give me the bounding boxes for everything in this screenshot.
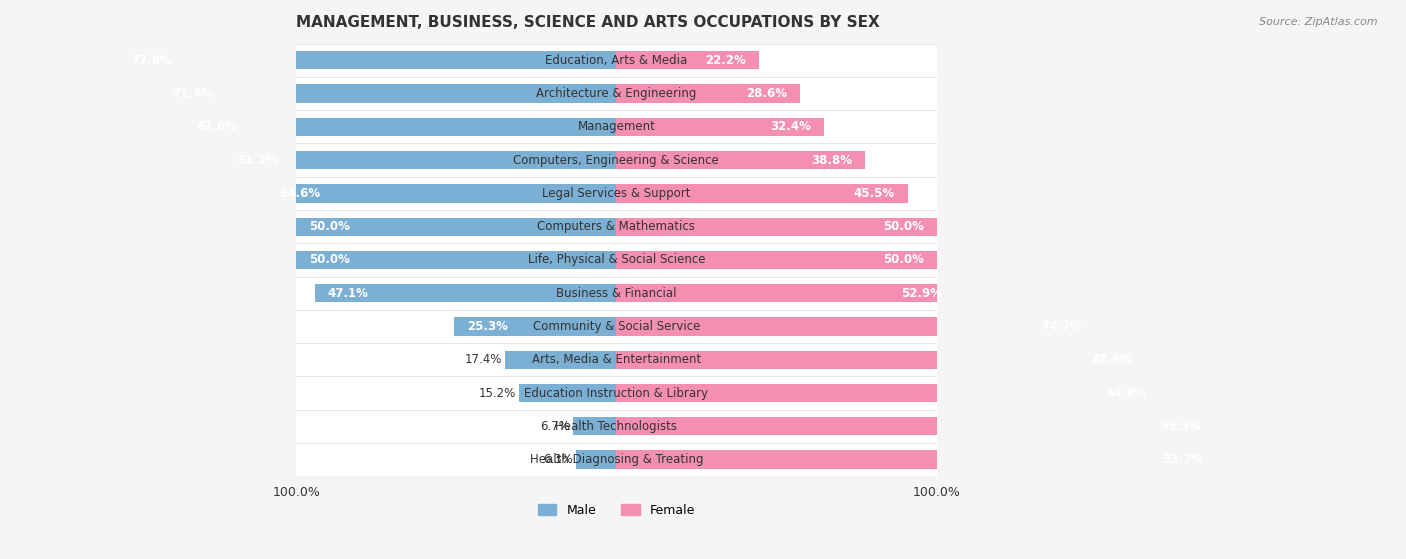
Text: Education Instruction & Library: Education Instruction & Library xyxy=(524,387,709,400)
Text: 6.3%: 6.3% xyxy=(543,453,572,466)
Text: 45.5%: 45.5% xyxy=(853,187,896,200)
Bar xyxy=(616,284,955,302)
Bar xyxy=(454,318,616,335)
Text: 22.2%: 22.2% xyxy=(704,54,745,67)
Text: Legal Services & Support: Legal Services & Support xyxy=(543,187,690,200)
Text: 15.2%: 15.2% xyxy=(478,387,516,400)
Bar xyxy=(297,443,936,476)
Text: 38.8%: 38.8% xyxy=(811,154,852,167)
Bar xyxy=(616,84,800,103)
Text: 50.0%: 50.0% xyxy=(309,253,350,267)
Text: 6.7%: 6.7% xyxy=(540,420,571,433)
Text: Source: ZipAtlas.com: Source: ZipAtlas.com xyxy=(1260,17,1378,27)
Bar xyxy=(297,243,936,277)
Bar xyxy=(576,451,616,469)
Legend: Male, Female: Male, Female xyxy=(533,499,700,522)
Bar xyxy=(159,84,616,103)
Bar xyxy=(616,151,865,169)
Bar xyxy=(183,118,616,136)
Text: MANAGEMENT, BUSINESS, SCIENCE AND ARTS OCCUPATIONS BY SEX: MANAGEMENT, BUSINESS, SCIENCE AND ARTS O… xyxy=(297,15,880,30)
Text: Health Technologists: Health Technologists xyxy=(555,420,678,433)
Text: Life, Physical & Social Science: Life, Physical & Social Science xyxy=(527,253,706,267)
Bar xyxy=(505,350,616,369)
Bar xyxy=(297,277,936,310)
Bar xyxy=(616,251,936,269)
Bar xyxy=(297,376,936,410)
Bar xyxy=(297,77,936,110)
Bar xyxy=(297,210,936,243)
Text: 32.4%: 32.4% xyxy=(770,120,811,134)
Bar xyxy=(297,144,936,177)
Text: 17.4%: 17.4% xyxy=(464,353,502,366)
Text: 93.7%: 93.7% xyxy=(1163,453,1204,466)
Bar xyxy=(574,417,616,435)
Text: Education, Arts & Media: Education, Arts & Media xyxy=(546,54,688,67)
Bar xyxy=(315,284,616,302)
Bar xyxy=(267,184,616,202)
Text: Computers & Mathematics: Computers & Mathematics xyxy=(537,220,696,233)
Bar xyxy=(297,177,936,210)
Bar xyxy=(297,217,616,236)
Text: 84.8%: 84.8% xyxy=(1105,387,1147,400)
Bar xyxy=(616,417,1213,435)
Bar xyxy=(297,44,936,77)
Text: 54.6%: 54.6% xyxy=(280,187,321,200)
Text: 47.1%: 47.1% xyxy=(328,287,368,300)
Bar xyxy=(519,384,616,402)
Text: Management: Management xyxy=(578,120,655,134)
Text: 61.2%: 61.2% xyxy=(238,154,278,167)
Bar xyxy=(616,384,1160,402)
Bar xyxy=(616,118,824,136)
Bar xyxy=(616,51,759,69)
Bar xyxy=(297,343,936,376)
Text: Computers, Engineering & Science: Computers, Engineering & Science xyxy=(513,154,720,167)
Bar xyxy=(297,251,616,269)
Text: Arts, Media & Entertainment: Arts, Media & Entertainment xyxy=(531,353,702,366)
Text: 93.3%: 93.3% xyxy=(1160,420,1201,433)
Bar xyxy=(616,350,1146,369)
Bar xyxy=(118,51,616,69)
Text: 25.3%: 25.3% xyxy=(467,320,508,333)
Bar xyxy=(297,410,936,443)
Text: 71.4%: 71.4% xyxy=(172,87,212,100)
Text: 50.0%: 50.0% xyxy=(309,220,350,233)
Text: 50.0%: 50.0% xyxy=(883,253,924,267)
Text: Health Diagnosing & Treating: Health Diagnosing & Treating xyxy=(530,453,703,466)
Text: 74.7%: 74.7% xyxy=(1040,320,1083,333)
Text: Business & Financial: Business & Financial xyxy=(557,287,676,300)
Bar xyxy=(297,110,936,144)
Bar xyxy=(616,184,908,202)
Text: Community & Social Service: Community & Social Service xyxy=(533,320,700,333)
Text: Architecture & Engineering: Architecture & Engineering xyxy=(536,87,696,100)
Bar xyxy=(616,318,1095,335)
Text: 28.6%: 28.6% xyxy=(745,87,787,100)
Text: 52.9%: 52.9% xyxy=(901,287,942,300)
Text: 77.8%: 77.8% xyxy=(131,54,172,67)
Text: 50.0%: 50.0% xyxy=(883,220,924,233)
Text: 67.6%: 67.6% xyxy=(197,120,238,134)
Bar xyxy=(297,310,936,343)
Text: 82.6%: 82.6% xyxy=(1091,353,1133,366)
Bar xyxy=(225,151,616,169)
Bar xyxy=(616,451,1216,469)
Bar xyxy=(616,217,936,236)
